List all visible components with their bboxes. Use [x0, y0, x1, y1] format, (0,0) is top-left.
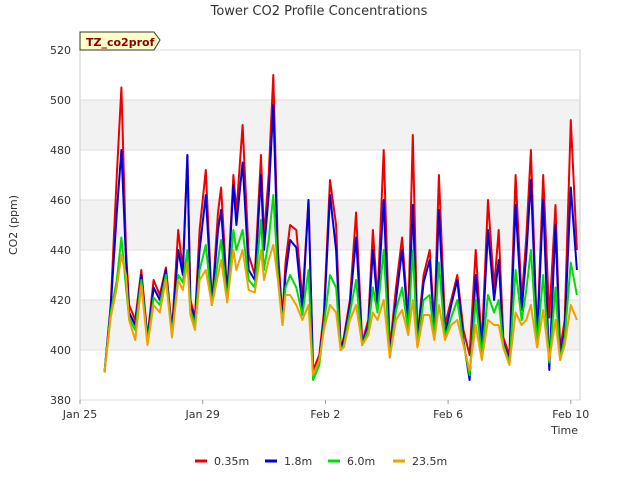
legend: 0.35m 1.8m 6.0m 23.5m [195, 455, 447, 468]
series-line-23-5m [103, 244, 578, 376]
y-tick-label: 440 [50, 244, 71, 257]
x-tick-label: Jan 25 [62, 408, 97, 421]
y-tick-label: 500 [50, 94, 71, 107]
series-line-1-8m [103, 104, 578, 381]
station-badge: TZ_co2prof [79, 31, 161, 51]
legend-label: 0.35m [214, 455, 249, 468]
y-axis-label: CO2 (ppm) [7, 195, 20, 255]
legend-label: 6.0m [347, 455, 375, 468]
x-tick-label: Feb 10 [552, 408, 589, 421]
x-tick-label: Jan 29 [184, 408, 219, 421]
x-axis-ticks: Jan 25 Jan 29 Feb 2 Feb 6 Feb 10 [62, 400, 589, 421]
y-tick-label: 460 [50, 194, 71, 207]
series-line-6-0m [103, 194, 578, 381]
badge-label: TZ_co2prof [86, 36, 155, 49]
x-axis-label: Time [550, 424, 578, 437]
legend-label: 23.5m [412, 455, 447, 468]
y-tick-label: 520 [50, 44, 71, 57]
y-tick-label: 480 [50, 144, 71, 157]
y-tick-label: 420 [50, 294, 71, 307]
y-tick-label: 380 [50, 394, 71, 407]
x-tick-label: Feb 2 [310, 408, 340, 421]
series-lines [103, 74, 578, 381]
badge-shape [79, 31, 161, 51]
y-axis-ticks: 380 400 420 440 460 480 500 520 [50, 44, 580, 407]
chart-title: Tower CO2 Profile Concentrations [210, 4, 428, 19]
y-tick-label: 400 [50, 344, 71, 357]
x-tick-label: Feb 6 [433, 408, 463, 421]
plot-background-bands [80, 100, 580, 350]
legend-label: 1.8m [284, 455, 312, 468]
grid-band [80, 100, 580, 150]
